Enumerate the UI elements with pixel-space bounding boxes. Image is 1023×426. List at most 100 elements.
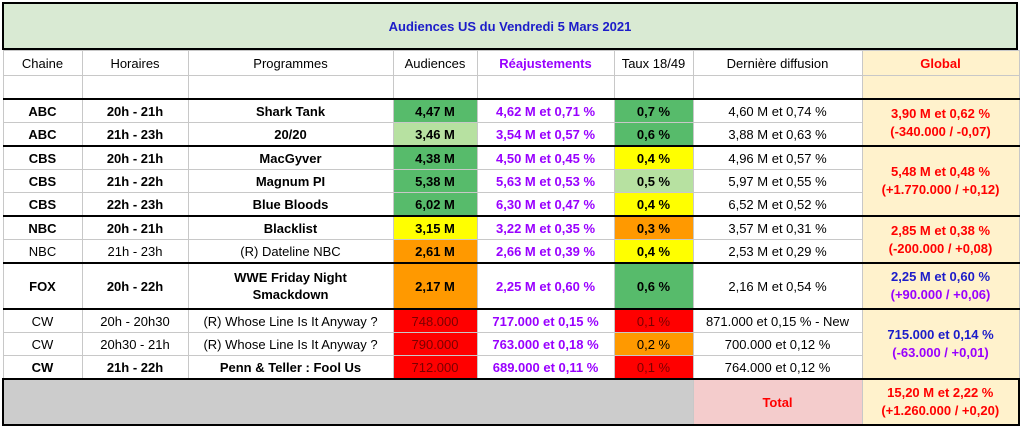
horaires-cell: 20h - 21h: [81, 98, 189, 123]
audience-cell: 2,61 M: [392, 239, 478, 264]
total-value: 15,20 M et 2,22 % (+1.260.000 / +0,20): [861, 378, 1020, 426]
global-nbc-line2: (-200.000 / +0,08): [888, 240, 993, 256]
programme-cell: (R) Dateline NBC: [187, 239, 394, 264]
total-label: Total: [692, 378, 863, 426]
total-filler: [2, 378, 694, 426]
audience-cell: 712.000: [392, 355, 478, 380]
programme-cell: Magnum PI: [187, 169, 394, 193]
total-line1: 15,20 M et 2,22 %: [887, 385, 994, 400]
table-row: CW 20h30 - 21h (R) Whose Line Is It Anyw…: [2, 332, 1019, 356]
chaine-cell: NBC: [2, 215, 83, 240]
audience-cell: 2,17 M: [392, 262, 478, 310]
table-row: FOX 20h - 22h WWE Friday Night Smackdown…: [2, 262, 1020, 310]
derniere-cell: 871.000 et 0,15 % - New: [692, 308, 863, 333]
horaires-cell: 21h - 23h: [81, 239, 189, 264]
col-header-derniere: Dernière diffusion: [692, 50, 863, 76]
reajust-cell: 689.000 et 0,11 %: [476, 355, 615, 380]
chaine-cell: CBS: [2, 169, 83, 193]
global-fox: 2,25 M et 0,60 % (+90.000 / +0,06): [861, 262, 1020, 310]
col-header-programmes: Programmes: [187, 50, 394, 76]
chaine-cell: CBS: [2, 145, 83, 170]
table-row: NBC 21h - 23h (R) Dateline NBC 2,61 M 2,…: [2, 239, 1019, 264]
reajust-cell: 6,30 M et 0,47 %: [476, 192, 615, 217]
horaires-cell: 20h - 21h: [81, 145, 189, 170]
derniere-cell: 3,57 M et 0,31 %: [692, 215, 863, 240]
spacer-cell: [187, 75, 394, 100]
taux-cell: 0,6 %: [613, 262, 694, 310]
derniere-cell: 764.000 et 0,12 %: [692, 355, 863, 380]
reajust-cell: 763.000 et 0,18 %: [476, 332, 615, 356]
spacer-cell: [861, 75, 1020, 100]
col-header-taux: Taux 18/49: [613, 50, 694, 76]
taux-cell: 0,4 %: [613, 239, 694, 264]
global-abc: 3,90 M et 0,62 % (-340.000 / -0,07): [861, 98, 1020, 147]
programme-cell: Penn & Teller : Fool Us: [187, 355, 394, 380]
reajust-cell: 2,66 M et 0,39 %: [476, 239, 615, 264]
derniere-cell: 4,60 M et 0,74 %: [692, 98, 863, 123]
taux-cell: 0,1 %: [613, 308, 694, 333]
audience-cell: 6,02 M: [392, 192, 478, 217]
col-header-chaine: Chaine: [2, 50, 83, 76]
global-abc-line2: (-340.000 / -0,07): [890, 123, 991, 139]
derniere-cell: 3,88 M et 0,63 %: [692, 122, 863, 147]
chaine-cell: ABC: [2, 122, 83, 147]
audience-cell: 5,38 M: [392, 169, 478, 193]
table-row: ABC 21h - 23h 20/20 3,46 M 3,54 M et 0,5…: [2, 122, 1019, 147]
reajust-cell: 4,50 M et 0,45 %: [476, 145, 615, 170]
horaires-cell: 21h - 23h: [81, 122, 189, 147]
global-cw: 715.000 et 0,14 % (-63.000 / +0,01): [861, 308, 1020, 380]
taux-cell: 0,4 %: [613, 145, 694, 170]
taux-cell: 0,6 %: [613, 122, 694, 147]
taux-cell: 0,5 %: [613, 169, 694, 193]
programme-cell: (R) Whose Line Is It Anyway ?: [187, 308, 394, 333]
table-row: CBS 21h - 22h Magnum PI 5,38 M 5,63 M et…: [2, 169, 1019, 193]
col-header-horaires: Horaires: [81, 50, 189, 76]
total-line2: (+1.260.000 / +0,20): [881, 403, 1000, 418]
derniere-cell: 6,52 M et 0,52 %: [692, 192, 863, 217]
chaine-cell: NBC: [2, 239, 83, 264]
table-row: CW 20h - 20h30 (R) Whose Line Is It Anyw…: [2, 308, 1020, 380]
audience-table: Chaine Horaires Programmes Audiences Réa…: [2, 50, 1020, 426]
taux-cell: 0,3 %: [613, 215, 694, 240]
global-abc-line1: 3,90 M et 0,62 %: [891, 105, 990, 121]
programme-cell: 20/20: [187, 122, 394, 147]
global-cbs-line1: 5,48 M et 0,48 %: [891, 164, 990, 179]
global-cbs-line2: (+1.770.000 / +0,12): [881, 182, 1000, 197]
col-header-audiences: Audiences: [392, 50, 478, 76]
taux-cell: 0,1 %: [613, 355, 694, 380]
chaine-cell: ABC: [2, 98, 83, 123]
chaine-cell: CW: [2, 332, 83, 356]
global-cbs: 5,48 M et 0,48 % (+1.770.000 / +0,12): [861, 145, 1020, 217]
programme-text: WWE Friday Night Smackdown: [234, 270, 347, 302]
global-nbc-line1: 2,85 M et 0,38 %: [891, 222, 990, 238]
audience-cell: 3,46 M: [392, 122, 478, 147]
chaine-cell: CW: [2, 355, 83, 380]
reajust-cell: 3,22 M et 0,35 %: [476, 215, 615, 240]
audience-cell: 748.000: [392, 308, 478, 333]
report-title: Audiences US du Vendredi 5 Mars 2021: [2, 2, 1018, 50]
global-fox-line1: 2,25 M et 0,60 %: [891, 269, 990, 284]
programme-cell: WWE Friday Night Smackdown: [187, 262, 394, 310]
reajust-cell: 4,62 M et 0,71 %: [476, 98, 615, 123]
programme-cell: Shark Tank: [187, 98, 394, 123]
spacer-cell: [613, 75, 694, 100]
derniere-cell: 4,96 M et 0,57 %: [692, 145, 863, 170]
reajust-cell: 3,54 M et 0,57 %: [476, 122, 615, 147]
derniere-cell: 700.000 et 0,12 %: [692, 332, 863, 356]
programme-cell: MacGyver: [187, 145, 394, 170]
programme-cell: (R) Whose Line Is It Anyway ?: [187, 332, 394, 356]
col-header-global: Global: [861, 50, 1020, 76]
derniere-cell: 2,53 M et 0,29 %: [692, 239, 863, 264]
horaires-cell: 22h - 23h: [81, 192, 189, 217]
table-row: CBS 20h - 21h MacGyver 4,38 M 4,50 M et …: [2, 145, 1020, 217]
chaine-cell: CW: [2, 308, 83, 333]
taux-cell: 0,2 %: [613, 332, 694, 356]
spacer-cell: [2, 75, 83, 100]
audience-cell: 3,15 M: [392, 215, 478, 240]
col-header-reajustements: Réajustements: [476, 50, 615, 76]
reajust-cell: 2,25 M et 0,60 %: [476, 262, 615, 310]
chaine-cell: CBS: [2, 192, 83, 217]
horaires-cell: 21h - 22h: [81, 355, 189, 380]
audience-cell: 790.000: [392, 332, 478, 356]
